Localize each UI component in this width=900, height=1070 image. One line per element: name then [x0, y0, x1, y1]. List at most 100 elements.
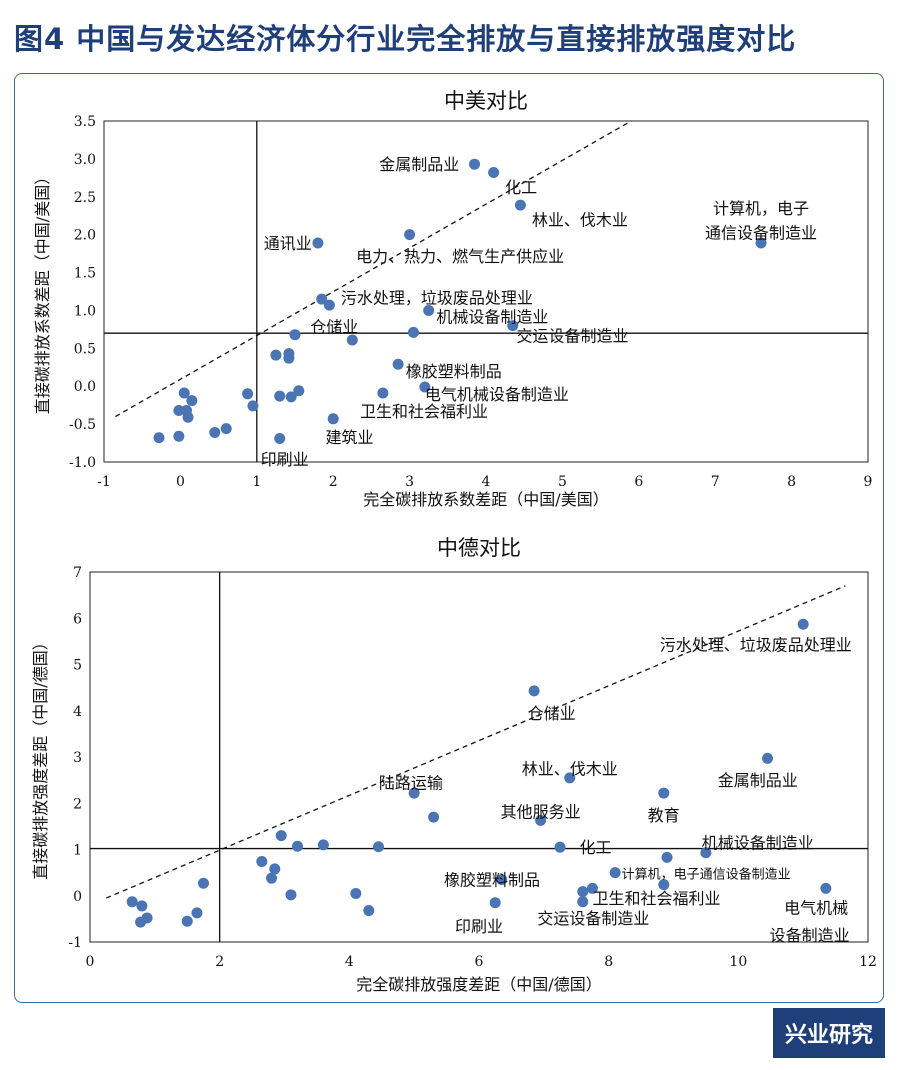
data-point — [577, 896, 589, 908]
x-tick-label: 2 — [329, 474, 338, 490]
y-tick-label: 3.0 — [74, 152, 96, 168]
data-point — [283, 352, 295, 364]
point-label: 林业、伐木业 — [532, 211, 628, 230]
point-label: 污水处理、垃圾废品处理业 — [660, 636, 852, 655]
data-point — [535, 814, 547, 826]
y-tick-label: -0.5 — [69, 417, 96, 433]
data-point — [797, 618, 809, 630]
y-tick-label: 0.0 — [74, 379, 96, 395]
diagonal-line — [105, 585, 846, 899]
data-point — [609, 867, 621, 879]
data-point — [658, 879, 670, 891]
x-tick-label: 0 — [86, 954, 95, 970]
data-point — [181, 915, 193, 927]
data-point — [762, 752, 774, 764]
data-point — [755, 237, 767, 249]
data-point — [220, 423, 232, 435]
data-point — [469, 158, 481, 170]
data-point — [153, 432, 165, 444]
data-point — [274, 390, 286, 402]
chart-title: 中德对比 — [437, 536, 521, 560]
data-point — [564, 772, 576, 784]
data-point — [514, 199, 526, 211]
point-label: 建筑业 — [326, 428, 374, 447]
data-point — [269, 863, 281, 875]
figure-title: 图4 中国与发达经济体分行业完全排放与直接排放强度对比 — [14, 22, 797, 56]
data-point — [182, 411, 194, 423]
x-tick-label: 3 — [405, 474, 414, 490]
point-label: 交运设备制造业 — [537, 909, 649, 928]
point-label: 教育 — [648, 806, 680, 825]
x-tick-label: 8 — [604, 954, 613, 970]
data-point — [270, 349, 282, 361]
data-point — [178, 387, 190, 399]
data-point — [293, 385, 305, 397]
data-point — [489, 897, 501, 909]
data-point — [373, 841, 385, 853]
data-point — [285, 391, 297, 403]
data-point — [428, 811, 440, 823]
data-point — [126, 896, 138, 908]
point-label: 印刷业 — [261, 450, 309, 469]
point-label: 计算机，电子 — [713, 199, 809, 218]
x-tick-label: 4 — [482, 474, 491, 490]
data-point — [275, 830, 287, 842]
data-point — [423, 304, 435, 316]
data-point — [289, 329, 301, 341]
data-point — [256, 856, 268, 868]
data-point — [247, 400, 259, 412]
y-tick-label: -1.0 — [69, 455, 96, 471]
brand-badge: 兴业研究 — [773, 1008, 885, 1058]
y-tick-label: 0 — [73, 889, 82, 905]
point-label: 设备制造业 — [770, 926, 850, 945]
x-tick-label: 12 — [859, 954, 877, 970]
chart-title: 中美对比 — [444, 89, 528, 113]
x-tick-label: 6 — [475, 954, 484, 970]
point-label: 仓储业 — [528, 704, 576, 723]
point-label: 电气机械设备制造业 — [425, 385, 569, 404]
data-point — [408, 787, 420, 799]
x-tick-label: 1 — [252, 474, 261, 490]
point-label: 计算机，电子通信设备制造业 — [622, 867, 791, 883]
y-tick-label: 2.0 — [74, 228, 96, 244]
y-tick-label: 2.5 — [74, 190, 96, 206]
y-tick-label: 7 — [73, 565, 82, 581]
data-point — [291, 840, 303, 852]
data-point — [488, 167, 500, 179]
x-tick-label: 7 — [711, 474, 720, 490]
y-tick-label: -1 — [68, 935, 82, 951]
x-axis-label: 完全碳排放强度差距（中国/德国） — [356, 975, 601, 994]
data-point — [242, 388, 254, 400]
y-tick-label: 1.5 — [74, 266, 96, 282]
diagonal-line — [115, 120, 632, 418]
x-tick-label: 5 — [558, 474, 567, 490]
y-tick-label: 5 — [73, 658, 82, 674]
data-point — [661, 851, 673, 863]
data-point — [285, 889, 297, 901]
y-tick-label: 3 — [73, 750, 82, 766]
data-point — [274, 433, 286, 445]
data-point — [312, 237, 324, 249]
point-label: 林业、伐木业 — [522, 760, 618, 779]
chart-frame — [14, 73, 884, 1003]
x-tick-label: 10 — [729, 954, 747, 970]
data-point — [266, 872, 278, 884]
data-point — [496, 874, 508, 886]
data-point — [404, 229, 416, 241]
point-label: 橡胶塑料制品 — [406, 362, 502, 381]
y-tick-label: 3.5 — [74, 114, 96, 130]
point-label: 通信设备制造业 — [705, 223, 817, 242]
data-point — [820, 882, 832, 894]
data-point — [658, 787, 670, 799]
y-axis-label: 直接碳排放强度差距（中国/德国） — [31, 634, 50, 879]
data-point — [528, 685, 540, 697]
x-tick-label: 4 — [345, 954, 354, 970]
y-axis-label: 直接碳排放系数差距（中国/美国） — [33, 169, 52, 414]
data-point — [554, 841, 566, 853]
data-point — [327, 413, 339, 425]
data-point — [173, 430, 185, 442]
x-tick-label: 6 — [634, 474, 643, 490]
point-label: 机械设备制造业 — [702, 834, 814, 853]
point-label: 印刷业 — [455, 917, 503, 936]
